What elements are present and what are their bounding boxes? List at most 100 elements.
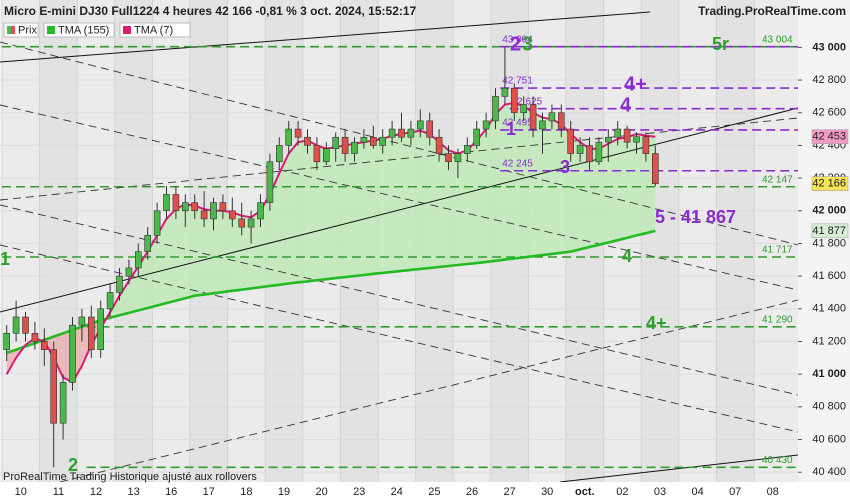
- day-band: [716, 0, 754, 482]
- tma-fill: [251, 210, 261, 289]
- x-tick-label: 23: [353, 486, 365, 498]
- legend-frame: [43, 22, 115, 38]
- candle-body: [595, 141, 603, 163]
- x-tick-label: 04: [691, 486, 703, 498]
- tma-fill: [486, 114, 496, 262]
- y-tick-label: 41 600: [812, 270, 846, 282]
- tma-fill: [185, 204, 195, 299]
- candle-body: [416, 120, 424, 130]
- y-tick-label: 40 400: [812, 466, 846, 478]
- wave-label: 4+: [646, 313, 667, 333]
- candle-body: [633, 136, 640, 143]
- tma-fill: [204, 209, 214, 295]
- footer: ProRealTime Trading Historique ajusté au…: [3, 471, 257, 483]
- source: Trading.ProRealTime.com: [698, 4, 846, 18]
- candle-body: [78, 316, 86, 326]
- level-label: 42 751: [502, 76, 533, 87]
- candle-body: [182, 202, 189, 212]
- tma-fill: [354, 142, 364, 276]
- wave-label: 3: [522, 33, 533, 55]
- y-tick-label: 41 800: [812, 237, 846, 249]
- wave-label: 1: [506, 119, 516, 139]
- x-tick-label: 30: [541, 486, 553, 498]
- tma-fill: [213, 210, 223, 294]
- tma-fill: [533, 112, 543, 257]
- trend-line: [0, 204, 799, 396]
- wave-label: 2: [68, 455, 78, 475]
- candle-body: [435, 136, 443, 154]
- candle-body: [539, 120, 546, 130]
- candle-body: [379, 136, 387, 146]
- x-tick-label: 24: [391, 486, 403, 498]
- candle-body: [586, 145, 593, 163]
- candle-body: [144, 234, 151, 252]
- tma-fill: [373, 138, 383, 274]
- x-tick-label: 03: [654, 486, 666, 498]
- x-tick-label: 10: [15, 486, 27, 498]
- tma-fill: [467, 140, 477, 265]
- trend-line: [59, 299, 799, 483]
- tma-fill: [570, 133, 581, 252]
- indicator-line: [5, 101, 656, 384]
- candle-body: [520, 104, 528, 114]
- day-band: [39, 0, 78, 482]
- trend-line: [0, 104, 799, 291]
- indicators: [5, 101, 656, 384]
- price-tag: [811, 223, 849, 239]
- tma-fill: [457, 150, 468, 266]
- tma-fill: [439, 142, 449, 267]
- tma-fill: [222, 210, 233, 293]
- x-tick-label: 19: [278, 486, 290, 498]
- wave-label: 1: [0, 249, 10, 269]
- tma-fill: [335, 145, 346, 279]
- tma-fill: [6, 349, 17, 375]
- candle-body: [50, 349, 58, 424]
- candle-body: [229, 210, 236, 220]
- candle-body: [69, 324, 76, 383]
- legend-label: Prix: [18, 24, 37, 36]
- candle-body: [125, 267, 133, 277]
- y-tick-label: 40 600: [812, 433, 846, 445]
- x-tick-label: 11: [53, 486, 64, 498]
- candle-body: [210, 202, 217, 220]
- tma-fill: [580, 142, 590, 250]
- candle-body: [604, 136, 612, 143]
- tma-fill: [448, 150, 458, 266]
- axes: 10 11 12 13 16 17 18 19 20 23 24 25 26 27 30 oct. 02 03 04…: [15, 0, 850, 498]
- price-tag-label: 42 453: [812, 131, 846, 143]
- tma-fill: [157, 218, 167, 306]
- x-tick-label: 25: [428, 486, 440, 498]
- trend-line: [0, 41, 799, 246]
- candle-body: [529, 104, 537, 130]
- level-label: 43 004: [762, 34, 793, 45]
- candle-body: [473, 128, 481, 146]
- x-tick-label: 13: [127, 486, 139, 498]
- chart-title: Micro E-mini DJ30 Full1224 4 heures 42 1…: [4, 4, 417, 18]
- wave-label: 4: [620, 94, 632, 116]
- tma-fill: [241, 215, 252, 290]
- candle-body: [106, 292, 114, 310]
- level-label: 42 495: [502, 118, 533, 129]
- candles: [3, 46, 659, 468]
- y-tick-label: 42 000: [812, 205, 846, 217]
- tma-fill: [608, 138, 618, 243]
- candle-body: [576, 145, 584, 154]
- tma-fill: [175, 204, 186, 301]
- wave-label: 4: [622, 246, 632, 266]
- y-tick-label: 42 600: [812, 107, 846, 119]
- day-band: [77, 0, 115, 482]
- x-tick-label: 20: [315, 486, 327, 498]
- candle-body: [22, 316, 29, 334]
- level-label: 41 290: [762, 314, 793, 325]
- legend-swatch: [7, 26, 11, 34]
- candle-body: [31, 333, 39, 342]
- tma-fill: [194, 205, 205, 296]
- candle-body: [548, 112, 556, 122]
- candle-body: [285, 128, 293, 146]
- tma-fill: [420, 130, 430, 269]
- candle-body: [651, 153, 659, 184]
- candle-body: [614, 128, 622, 138]
- tma-fill: [495, 104, 505, 261]
- y-tick-label: 42 800: [812, 74, 846, 86]
- tma-fill: [636, 133, 646, 236]
